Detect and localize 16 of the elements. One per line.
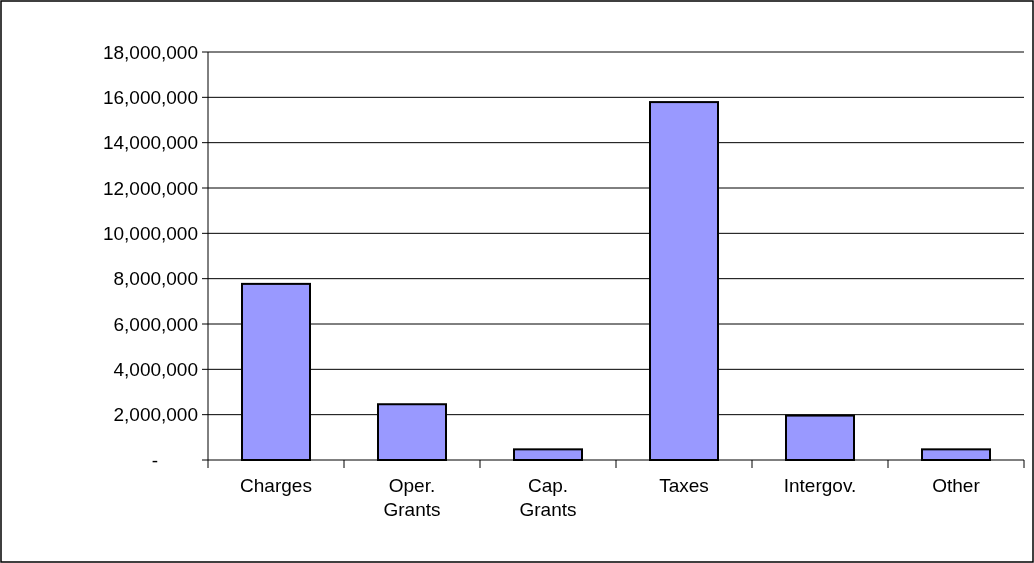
x-tick-label: Other	[932, 475, 981, 496]
y-tick-label: 12,000,000	[102, 177, 198, 199]
x-tick-label: Cap. Grants	[519, 475, 577, 520]
y-tick-label: 10,000,000	[102, 222, 198, 244]
y-tick-label: 18,000,000	[102, 41, 198, 63]
y-tick-label: -	[151, 449, 158, 471]
y-tick-label: 8,000,000	[113, 268, 198, 290]
y-tick-label: 4,000,000	[113, 358, 198, 380]
x-tick-label: Taxes	[659, 475, 709, 496]
x-tick-label: Intergov.	[783, 475, 857, 496]
y-tick-label: 2,000,000	[113, 404, 198, 426]
x-tick-label: Oper. Grants	[383, 475, 441, 520]
x-tick-label: Charges	[240, 475, 312, 496]
y-tick-label: 14,000,000	[102, 132, 198, 154]
y-tick-label: 6,000,000	[113, 313, 198, 335]
y-tick-label: 16,000,000	[102, 86, 198, 108]
